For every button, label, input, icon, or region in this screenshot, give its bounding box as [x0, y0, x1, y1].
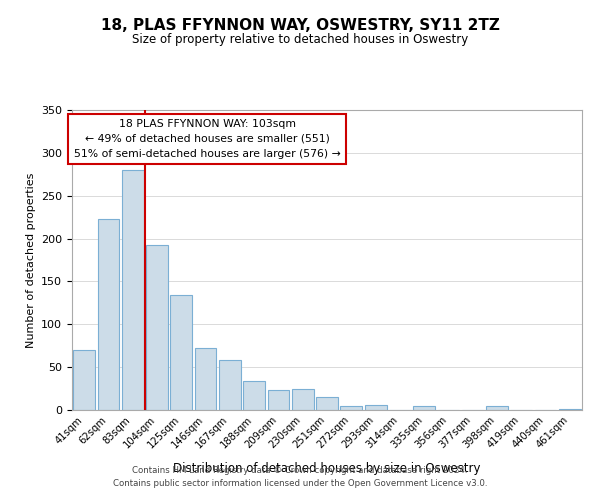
- Bar: [340, 406, 362, 410]
- Text: Contains HM Land Registry data © Crown copyright and database right 2024.
Contai: Contains HM Land Registry data © Crown c…: [113, 466, 487, 487]
- Bar: [73, 350, 95, 410]
- Bar: [170, 295, 192, 410]
- Y-axis label: Number of detached properties: Number of detached properties: [26, 172, 35, 348]
- Bar: [268, 390, 289, 410]
- Bar: [292, 388, 314, 410]
- Bar: [97, 219, 119, 410]
- Text: Size of property relative to detached houses in Oswestry: Size of property relative to detached ho…: [132, 32, 468, 46]
- Text: 18 PLAS FFYNNON WAY: 103sqm
← 49% of detached houses are smaller (551)
51% of se: 18 PLAS FFYNNON WAY: 103sqm ← 49% of det…: [74, 119, 341, 158]
- Bar: [413, 406, 435, 410]
- Bar: [365, 405, 386, 410]
- Bar: [316, 397, 338, 410]
- Bar: [559, 409, 581, 410]
- Bar: [219, 360, 241, 410]
- X-axis label: Distribution of detached houses by size in Oswestry: Distribution of detached houses by size …: [173, 462, 481, 474]
- Bar: [194, 348, 217, 410]
- Bar: [146, 244, 168, 410]
- Bar: [122, 170, 143, 410]
- Bar: [486, 406, 508, 410]
- Text: 18, PLAS FFYNNON WAY, OSWESTRY, SY11 2TZ: 18, PLAS FFYNNON WAY, OSWESTRY, SY11 2TZ: [101, 18, 499, 32]
- Bar: [243, 381, 265, 410]
